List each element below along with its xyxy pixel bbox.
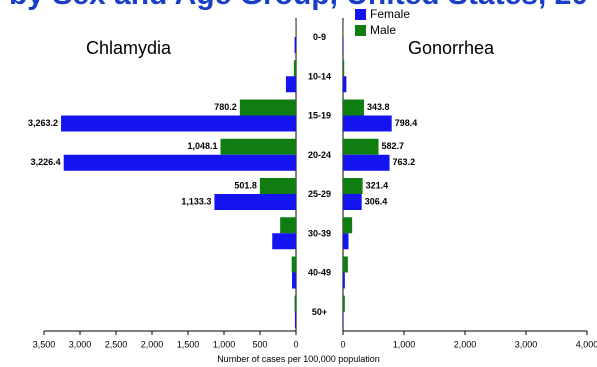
right-x-tick-label: 3,000 — [515, 339, 538, 349]
gonorrhea-female-value-15-19: 798.4 — [395, 118, 418, 128]
chlamydia-male-value-25-29: 501.8 — [234, 180, 257, 190]
gonorrhea-male-bar-50 — [343, 295, 345, 312]
gonorrhea-female-value-20-24: 763.2 — [393, 157, 416, 167]
chlamydia-male-value-20-24: 1,048.1 — [188, 141, 218, 151]
legend-label-female: Female — [370, 7, 411, 21]
chlamydia-panel-title: Chlamydia — [86, 38, 172, 58]
left-x-tick-label: 2,500 — [105, 339, 128, 349]
left-x-tick-label: 3,500 — [33, 339, 56, 349]
legend-label-male: Male — [370, 23, 397, 37]
category-label-15-19: 15-19 — [308, 111, 331, 121]
category-label-50: 50+ — [312, 307, 327, 317]
category-label-0-9: 0-9 — [313, 32, 326, 42]
right-x-tick-label: 0 — [340, 339, 345, 349]
category-label-25-29: 25-29 — [308, 189, 331, 199]
left-x-tick-label: 500 — [252, 339, 267, 349]
chart-title-fragment: by Sex and Age Group, United States, 20 — [0, 0, 597, 12]
gonorrhea-female-value-25-29: 306.4 — [365, 196, 388, 206]
chlamydia-male-bar-30-39 — [280, 217, 296, 234]
gonorrhea-panel-title: Gonorrhea — [408, 38, 495, 58]
chlamydia-male-bar-50 — [294, 295, 296, 312]
gonorrhea-female-bar-50 — [343, 311, 344, 328]
right-x-tick-label: 4,000 — [576, 339, 597, 349]
gonorrhea-male-value-20-24: 582.7 — [382, 141, 405, 151]
gonorrhea-female-bar-25-29 — [343, 194, 362, 210]
legend-item-male: Male — [355, 22, 410, 38]
chlamydia-male-bar-20-24 — [220, 138, 296, 155]
gonorrhea-female-bar-30-39 — [343, 233, 349, 250]
chlamydia-male-bar-40-49 — [291, 256, 296, 273]
left-x-tick-label: 2,000 — [141, 339, 164, 349]
gonorrhea-male-bar-20-24 — [343, 138, 379, 155]
gonorrhea-male-bar-40-49 — [343, 256, 348, 273]
gonorrhea-male-bar-15-19 — [343, 99, 364, 116]
chlamydia-female-bar-0-9 — [294, 37, 296, 53]
chlamydia-female-bar-50 — [294, 311, 296, 328]
gonorrhea-female-bar-15-19 — [343, 115, 392, 132]
gonorrhea-male-bar-30-39 — [343, 217, 353, 234]
right-x-tick-label: 2,000 — [454, 339, 477, 349]
gonorrhea-male-bar-10-14 — [343, 60, 345, 77]
left-x-tick-label: 3,000 — [69, 339, 92, 349]
gonorrhea-female-bar-20-24 — [343, 154, 390, 171]
left-x-tick-label: 0 — [293, 339, 298, 349]
gonorrhea-female-bar-40-49 — [343, 272, 345, 289]
category-label-10-14: 10-14 — [308, 71, 331, 81]
chlamydia-female-value-25-29: 1,133.3 — [181, 196, 211, 206]
gonorrhea-female-bar-10-14 — [343, 76, 347, 93]
chlamydia-female-bar-20-24 — [63, 154, 296, 171]
right-x-tick-label: 1,000 — [393, 339, 416, 349]
left-x-tick-label: 1,500 — [177, 339, 200, 349]
legend-item-female: Female — [355, 6, 410, 22]
gonorrhea-male-value-25-29: 321.4 — [366, 180, 389, 190]
chlamydia-male-bar-25-29 — [259, 178, 296, 194]
gonorrhea-female-bar-0-9 — [343, 37, 344, 53]
category-label-20-24: 20-24 — [308, 150, 331, 160]
chlamydia-male-bar-15-19 — [239, 99, 296, 116]
chlamydia-female-bar-40-49 — [292, 272, 296, 289]
chlamydia-female-bar-15-19 — [61, 115, 297, 132]
chlamydia-male-bar-10-14 — [293, 60, 296, 77]
legend-swatch-male — [355, 24, 366, 36]
chlamydia-female-bar-10-14 — [285, 76, 296, 93]
left-x-tick-label: 1,000 — [213, 339, 236, 349]
legend: Female Male — [355, 6, 410, 38]
chlamydia-female-value-15-19: 3,263.2 — [28, 118, 58, 128]
chlamydia-female-value-20-24: 3,226.4 — [31, 157, 61, 167]
gonorrhea-male-bar-25-29 — [343, 178, 363, 194]
category-label-30-39: 30-39 — [308, 228, 331, 238]
chlamydia-female-bar-25-29 — [214, 194, 296, 210]
legend-swatch-female — [355, 8, 366, 20]
chlamydia-male-value-15-19: 780.2 — [214, 102, 237, 112]
x-axis-label: Number of cases per 100,000 population — [217, 354, 380, 364]
gonorrhea-male-value-15-19: 343.8 — [367, 102, 390, 112]
chlamydia-female-bar-30-39 — [272, 233, 296, 250]
category-label-40-49: 40-49 — [308, 268, 331, 278]
